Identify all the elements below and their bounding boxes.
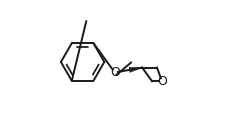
Text: O: O [109, 66, 119, 79]
Text: O: O [156, 75, 166, 88]
